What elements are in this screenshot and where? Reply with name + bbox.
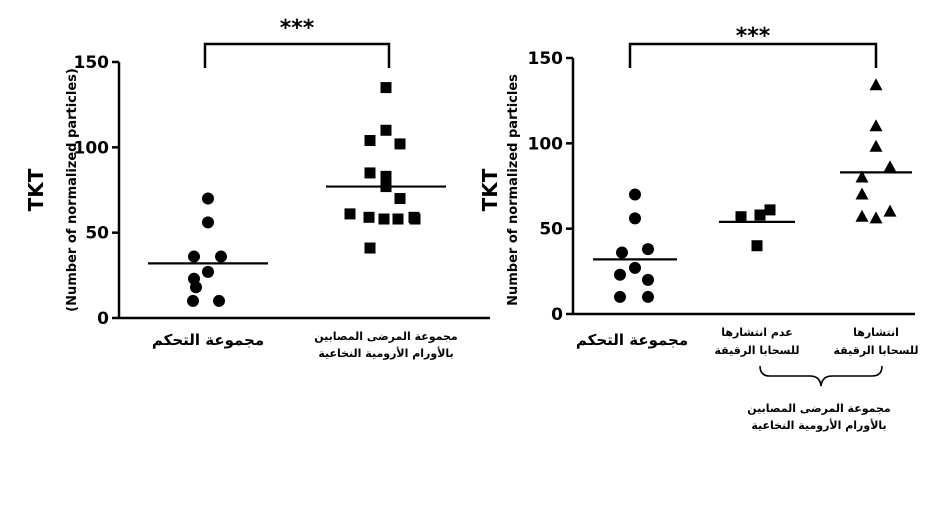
right-group-brace [759, 365, 883, 387]
right-xcat-nonspread-line1: عدم انتشارها [721, 326, 793, 339]
right-data-point [629, 212, 641, 225]
right-data-point [614, 290, 626, 303]
left-data-point [392, 213, 404, 225]
right-data-point [751, 240, 763, 252]
left-data-point [394, 138, 406, 150]
right-data-point [629, 188, 641, 201]
right-data-point [614, 268, 626, 281]
left-data-point [380, 170, 392, 182]
right-data-point [754, 209, 766, 221]
right-ytick-label: 0 [551, 305, 563, 325]
left-data-point [344, 208, 356, 220]
right-ytick-label: 150 [528, 49, 564, 69]
left-data-point [202, 265, 214, 278]
right-group-label-line1: مجموعة المرضى المصابين [747, 402, 891, 415]
right-xcat-spread-line2: للسحابا الرقيقة [834, 344, 919, 357]
left-data-point [363, 211, 375, 223]
left-data-point [188, 250, 200, 263]
right-data-point [642, 273, 654, 286]
right-xcat-nonspread-line2: للسحابا الرقيقة [715, 344, 800, 357]
right-significance-label: *** [736, 24, 771, 49]
right-data-point [616, 246, 628, 259]
left-significance-label: *** [280, 16, 315, 41]
left-data-point [202, 216, 214, 229]
right-data-point [855, 170, 869, 183]
chart-left: TKT (Number of normalized particles) 0 50… [24, 16, 490, 360]
right-data-point [855, 187, 869, 200]
left-data-point [364, 135, 376, 147]
left-ytick-label: 0 [97, 309, 109, 329]
right-ytick-label: 50 [539, 220, 563, 240]
left-ytick-label: 100 [74, 138, 110, 158]
left-xcat-patients-line2: بالأورام الأرومية النخاعية [318, 346, 453, 360]
left-data-point [394, 193, 406, 205]
left-data-point [378, 213, 390, 225]
right-xcat-spread-line1: انتشارها [853, 326, 899, 339]
right-ytick-label: 100 [528, 134, 564, 154]
right-data-point [869, 211, 883, 224]
left-xcat-control: مجموعة التحكم [152, 331, 264, 349]
left-xcat-patients-line1: مجموعة المرضى المصابين [314, 330, 458, 343]
right-marks: 0 50 100 150 [528, 49, 912, 325]
left-data-point [364, 242, 376, 254]
left-data-point [190, 281, 202, 294]
right-xcat-control: مجموعة التحكم [576, 331, 688, 349]
left-data-point [213, 294, 225, 307]
left-ylabel-main: TKT [24, 168, 48, 211]
right-data-point [883, 160, 897, 173]
right-group-label-line2: بالأورام الأرومية النخاعية [751, 418, 886, 432]
right-data-point [642, 290, 654, 303]
right-data-point [642, 243, 654, 256]
right-data-point [629, 261, 641, 274]
left-data-point [215, 250, 227, 263]
right-data-point [869, 119, 883, 132]
right-data-point [883, 204, 897, 217]
left-ytick-label: 150 [74, 53, 110, 73]
right-data-point [869, 139, 883, 152]
left-data-point [380, 82, 392, 94]
left-marks: 0 50 100 150 [74, 53, 446, 329]
left-data-point [380, 124, 392, 136]
right-ylabel-sub: Number of normalized particles [506, 74, 521, 306]
left-ylabel-sub: (Number of normalized particles) [65, 68, 80, 312]
right-data-point [855, 209, 869, 222]
left-significance-bracket [203, 42, 391, 68]
left-data-point [380, 181, 392, 193]
right-ylabel-main: TKT [478, 168, 502, 211]
chart-right: TKT Number of normalized particles 0 50 10… [478, 24, 919, 432]
left-data-point [364, 167, 376, 179]
right-data-point [869, 78, 883, 91]
left-data-point [408, 211, 420, 223]
left-data-point [187, 294, 199, 307]
right-significance-bracket [628, 42, 878, 68]
right-data-point [735, 211, 747, 223]
right-data-point [764, 204, 776, 216]
left-data-point [202, 192, 214, 205]
left-ytick-label: 50 [85, 224, 109, 244]
